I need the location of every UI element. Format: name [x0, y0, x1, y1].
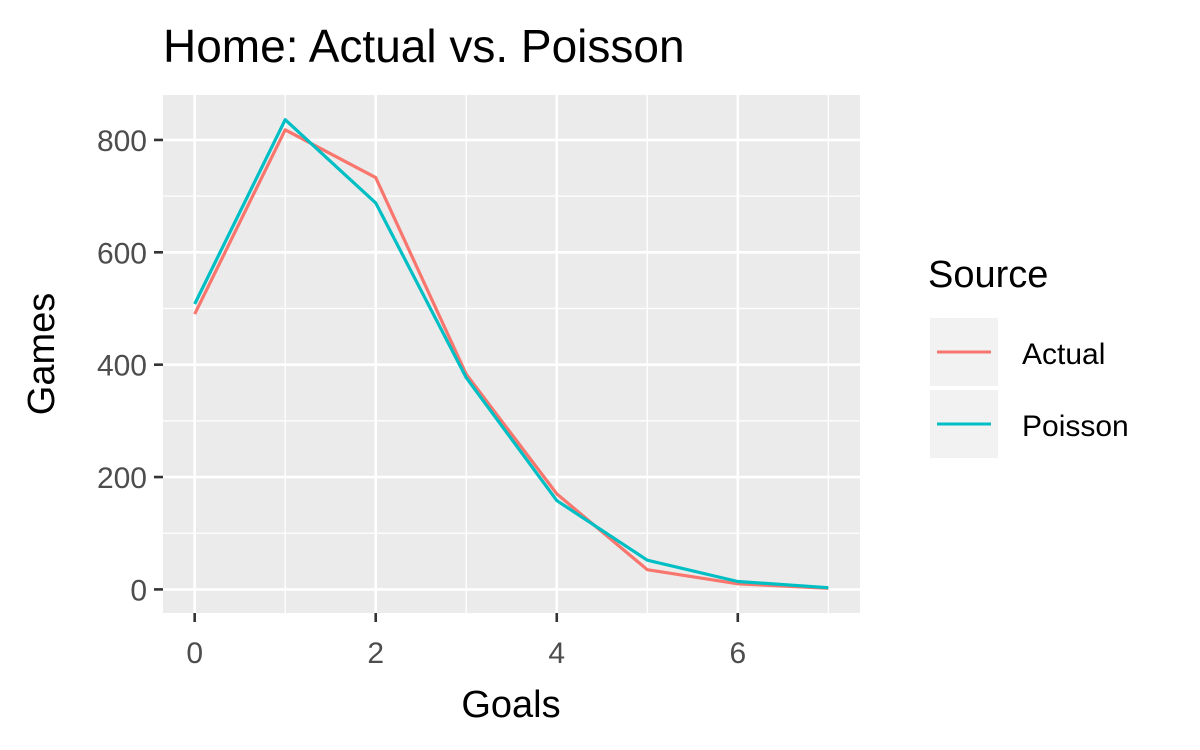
y-axis-title: Games — [21, 293, 63, 415]
legend-item-actual: Actual — [930, 318, 1105, 386]
x-tick-labels: 0 2 4 6 — [186, 637, 746, 670]
x-axis-title: Goals — [461, 684, 560, 726]
axis-ticks — [154, 138, 740, 622]
x-tick-label: 2 — [367, 637, 384, 670]
series-line-actual — [193, 128, 829, 590]
legend-label-actual: Actual — [1022, 338, 1105, 371]
series-line-poisson — [193, 118, 829, 590]
chart-title: Home: Actual vs. Poisson — [163, 20, 685, 72]
legend-label-poisson: Poisson — [1022, 410, 1129, 443]
y-tick-label: 0 — [130, 574, 147, 607]
legend-title: Source — [928, 254, 1048, 296]
legend-item-poisson: Poisson — [930, 390, 1129, 458]
x-tick-label: 0 — [186, 637, 203, 670]
legend: Source Actual Poisson — [928, 254, 1129, 458]
y-tick-label: 200 — [97, 462, 147, 495]
series-lines — [193, 118, 829, 590]
x-tick-label: 6 — [729, 637, 746, 670]
y-tick-label: 600 — [97, 237, 147, 270]
y-tick-label: 400 — [97, 350, 147, 383]
major-gridlines — [163, 95, 860, 613]
x-tick-label: 4 — [548, 637, 565, 670]
plot-panel — [163, 95, 860, 613]
y-tick-label: 800 — [97, 125, 147, 158]
minor-gridlines — [163, 95, 860, 613]
y-tick-labels: 0 200 400 600 800 — [97, 125, 147, 607]
